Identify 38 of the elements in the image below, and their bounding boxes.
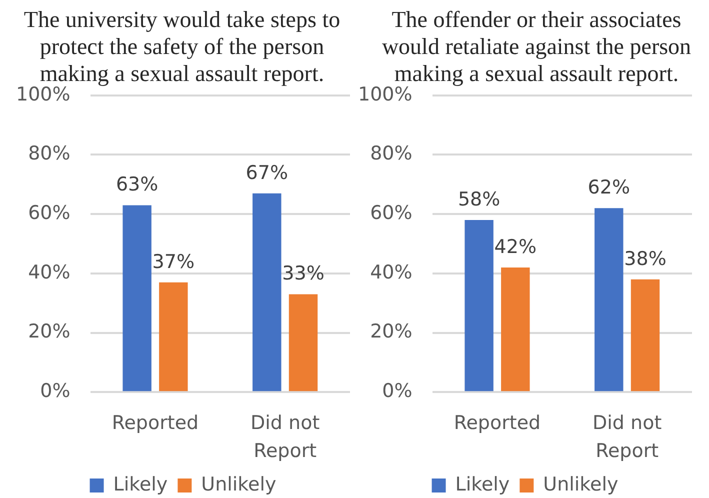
y-tick-label: 100% bbox=[16, 83, 70, 106]
x-tick-label: Did not Report bbox=[592, 412, 662, 462]
legend-label: Unlikely bbox=[543, 473, 618, 496]
bar bbox=[501, 268, 530, 392]
chart-title: The university would take steps to protect the safety of the person making a sexual assault report. bbox=[22, 6, 342, 86]
bar bbox=[464, 220, 494, 392]
y-tick-label: 0% bbox=[382, 380, 412, 402]
data-label: 42% bbox=[494, 236, 537, 258]
x-tick-label: Did not Report bbox=[250, 412, 320, 462]
y-tick-label: 40% bbox=[370, 261, 412, 284]
data-label: 67% bbox=[246, 162, 288, 184]
x-tick-label: Reported bbox=[112, 412, 199, 434]
bar bbox=[159, 282, 188, 392]
data-label: 62% bbox=[588, 176, 630, 199]
y-tick-label: 40% bbox=[28, 261, 70, 284]
data-label: 58% bbox=[458, 188, 500, 210]
y-tick-label: 20% bbox=[370, 320, 412, 343]
bar bbox=[252, 193, 282, 392]
data-label: 38% bbox=[624, 248, 666, 270]
x-tick-label: Reported bbox=[454, 412, 541, 434]
bar bbox=[594, 208, 624, 392]
data-label: 33% bbox=[282, 262, 324, 285]
y-tick-label: 60% bbox=[28, 202, 70, 224]
bar bbox=[630, 279, 660, 392]
y-tick-label: 60% bbox=[370, 202, 412, 224]
bar bbox=[122, 205, 152, 392]
legend-label: Likely bbox=[113, 473, 168, 496]
y-tick-label: 80% bbox=[370, 142, 412, 165]
y-tick-label: 20% bbox=[28, 320, 70, 343]
y-tick-label: 80% bbox=[28, 142, 70, 165]
data-label: 37% bbox=[152, 250, 195, 273]
bar bbox=[288, 294, 318, 392]
data-label: 63% bbox=[116, 174, 158, 196]
legend-label: Unlikely bbox=[201, 473, 276, 496]
y-tick-label: 0% bbox=[40, 380, 70, 402]
chart-title: The offender or their associates would retaliate against the person making a sexual assault report. bbox=[380, 6, 692, 86]
legend-label: Likely bbox=[455, 473, 510, 496]
y-tick-label: 100% bbox=[358, 83, 412, 106]
